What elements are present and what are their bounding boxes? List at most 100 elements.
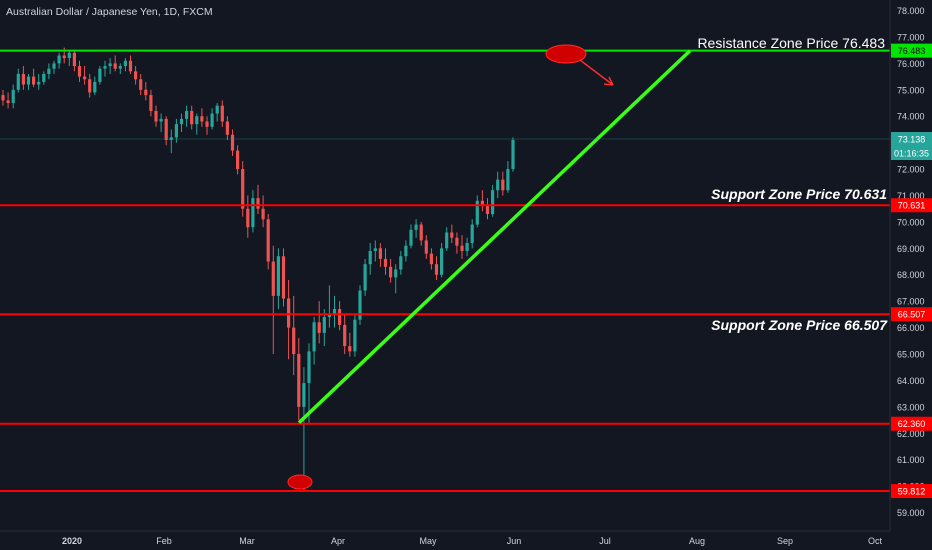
candle-body — [455, 237, 459, 246]
candle-body — [511, 140, 515, 170]
candle-body — [491, 190, 495, 214]
y-tick-label: 78.000 — [897, 6, 925, 16]
y-tick-label: 63.000 — [897, 402, 925, 412]
level-tag-label: 70.631 — [898, 201, 926, 211]
candle-body — [190, 110, 194, 125]
candle-body — [118, 66, 122, 69]
candle-body — [98, 68, 102, 82]
candle-body — [445, 232, 449, 249]
top-marker-ellipse — [545, 44, 587, 64]
candle-body — [496, 179, 500, 191]
candle-body — [378, 248, 382, 259]
candle-body — [26, 76, 31, 85]
candles-layer — [1, 47, 515, 492]
candle-body — [77, 66, 82, 77]
x-axis: 2020 Feb Mar Apr May Jun Jul Aug Sep Oct — [62, 536, 883, 546]
candle-body — [302, 383, 306, 407]
x-tick-label: Sep — [777, 536, 793, 546]
candle-body — [42, 73, 46, 82]
candle-body — [1, 95, 5, 101]
candle-body — [383, 258, 388, 267]
candle-body — [47, 68, 51, 74]
resistance-annotation: Resistance Zone Price 76.483 — [697, 35, 885, 51]
candle-body — [485, 206, 490, 214]
countdown-label: 01:16:35 — [894, 149, 929, 159]
candle-body — [205, 121, 209, 127]
candle-body — [251, 198, 255, 228]
x-tick-label: Apr — [331, 536, 345, 546]
y-tick-label: 76.000 — [897, 59, 925, 69]
candle-body — [287, 298, 291, 328]
chart-title: Australian Dollar / Japanese Yen, 1D, FX… — [6, 6, 213, 18]
level-tag-bg — [891, 307, 932, 322]
candle-body — [123, 60, 127, 67]
candle-body — [429, 253, 433, 265]
candle-body — [373, 248, 377, 251]
candle-body — [312, 322, 316, 352]
candle-body — [424, 240, 428, 254]
candle-body — [389, 266, 393, 278]
candle-body — [419, 224, 423, 241]
candle-body — [113, 63, 117, 69]
candle-body — [144, 89, 148, 96]
candle-body — [225, 121, 229, 135]
candle-body — [271, 261, 275, 296]
candle-body — [67, 52, 71, 59]
level-tag-bg — [891, 43, 932, 58]
candle-body — [32, 76, 36, 85]
candle-body — [57, 55, 61, 64]
candle-body — [128, 60, 133, 72]
candle-body — [368, 250, 372, 265]
candle-body — [434, 264, 439, 275]
x-tick-label: Jun — [507, 536, 522, 546]
y-tick-label: 75.000 — [897, 85, 925, 95]
candle-body — [37, 81, 41, 85]
candle-body — [394, 269, 398, 278]
candle-body — [404, 245, 408, 257]
horizontal-levels-layer — [0, 49, 890, 493]
x-tick-label: Mar — [239, 536, 255, 546]
candle-body — [465, 243, 469, 251]
x-tick-label: 2020 — [62, 536, 82, 546]
x-tick-label: Oct — [868, 536, 883, 546]
y-tick-label: 74.000 — [897, 112, 925, 122]
x-tick-label: Feb — [156, 536, 172, 546]
x-tick-label: May — [419, 536, 437, 546]
candle-body — [317, 322, 321, 333]
candle-body — [210, 113, 214, 127]
level-tag-label: 76.483 — [898, 46, 926, 56]
candle-body — [154, 110, 158, 122]
candle-body — [185, 110, 189, 119]
candle-body — [281, 256, 286, 299]
candle-body — [164, 118, 168, 141]
candle-body — [399, 256, 403, 270]
candle-body — [348, 346, 352, 352]
candle-body — [246, 208, 250, 228]
level-tag-label: 66.507 — [898, 310, 926, 320]
level-tag-label: 62.360 — [898, 419, 926, 429]
y-tick-label: 72.000 — [897, 165, 925, 175]
candle-body — [470, 224, 474, 244]
y-tick-label: 66.000 — [897, 323, 925, 333]
support-annotation-66507: Support Zone Price 66.507 — [711, 317, 887, 333]
candle-body — [72, 52, 76, 67]
candle-body — [414, 224, 418, 230]
candle-body — [261, 208, 265, 220]
y-tick-label: 71.000 — [897, 191, 925, 201]
candle-body — [358, 290, 362, 320]
candle-body — [501, 179, 505, 191]
candle-body — [475, 200, 479, 225]
candle-body — [292, 327, 296, 354]
candle-body — [93, 81, 97, 93]
last-price-tag: 73.138 01:16:35 — [891, 132, 932, 161]
candle-body — [179, 118, 184, 125]
support-annotation-70631: Support Zone Price 70.631 — [711, 186, 887, 202]
level-tag-bg — [891, 198, 932, 213]
candle-body — [241, 169, 245, 209]
trendline[interactable] — [297, 49, 692, 424]
arrow-annotation — [579, 59, 614, 86]
candle-body — [62, 55, 66, 59]
candle-body — [236, 150, 240, 170]
y-tick-label: 68.000 — [897, 270, 925, 280]
